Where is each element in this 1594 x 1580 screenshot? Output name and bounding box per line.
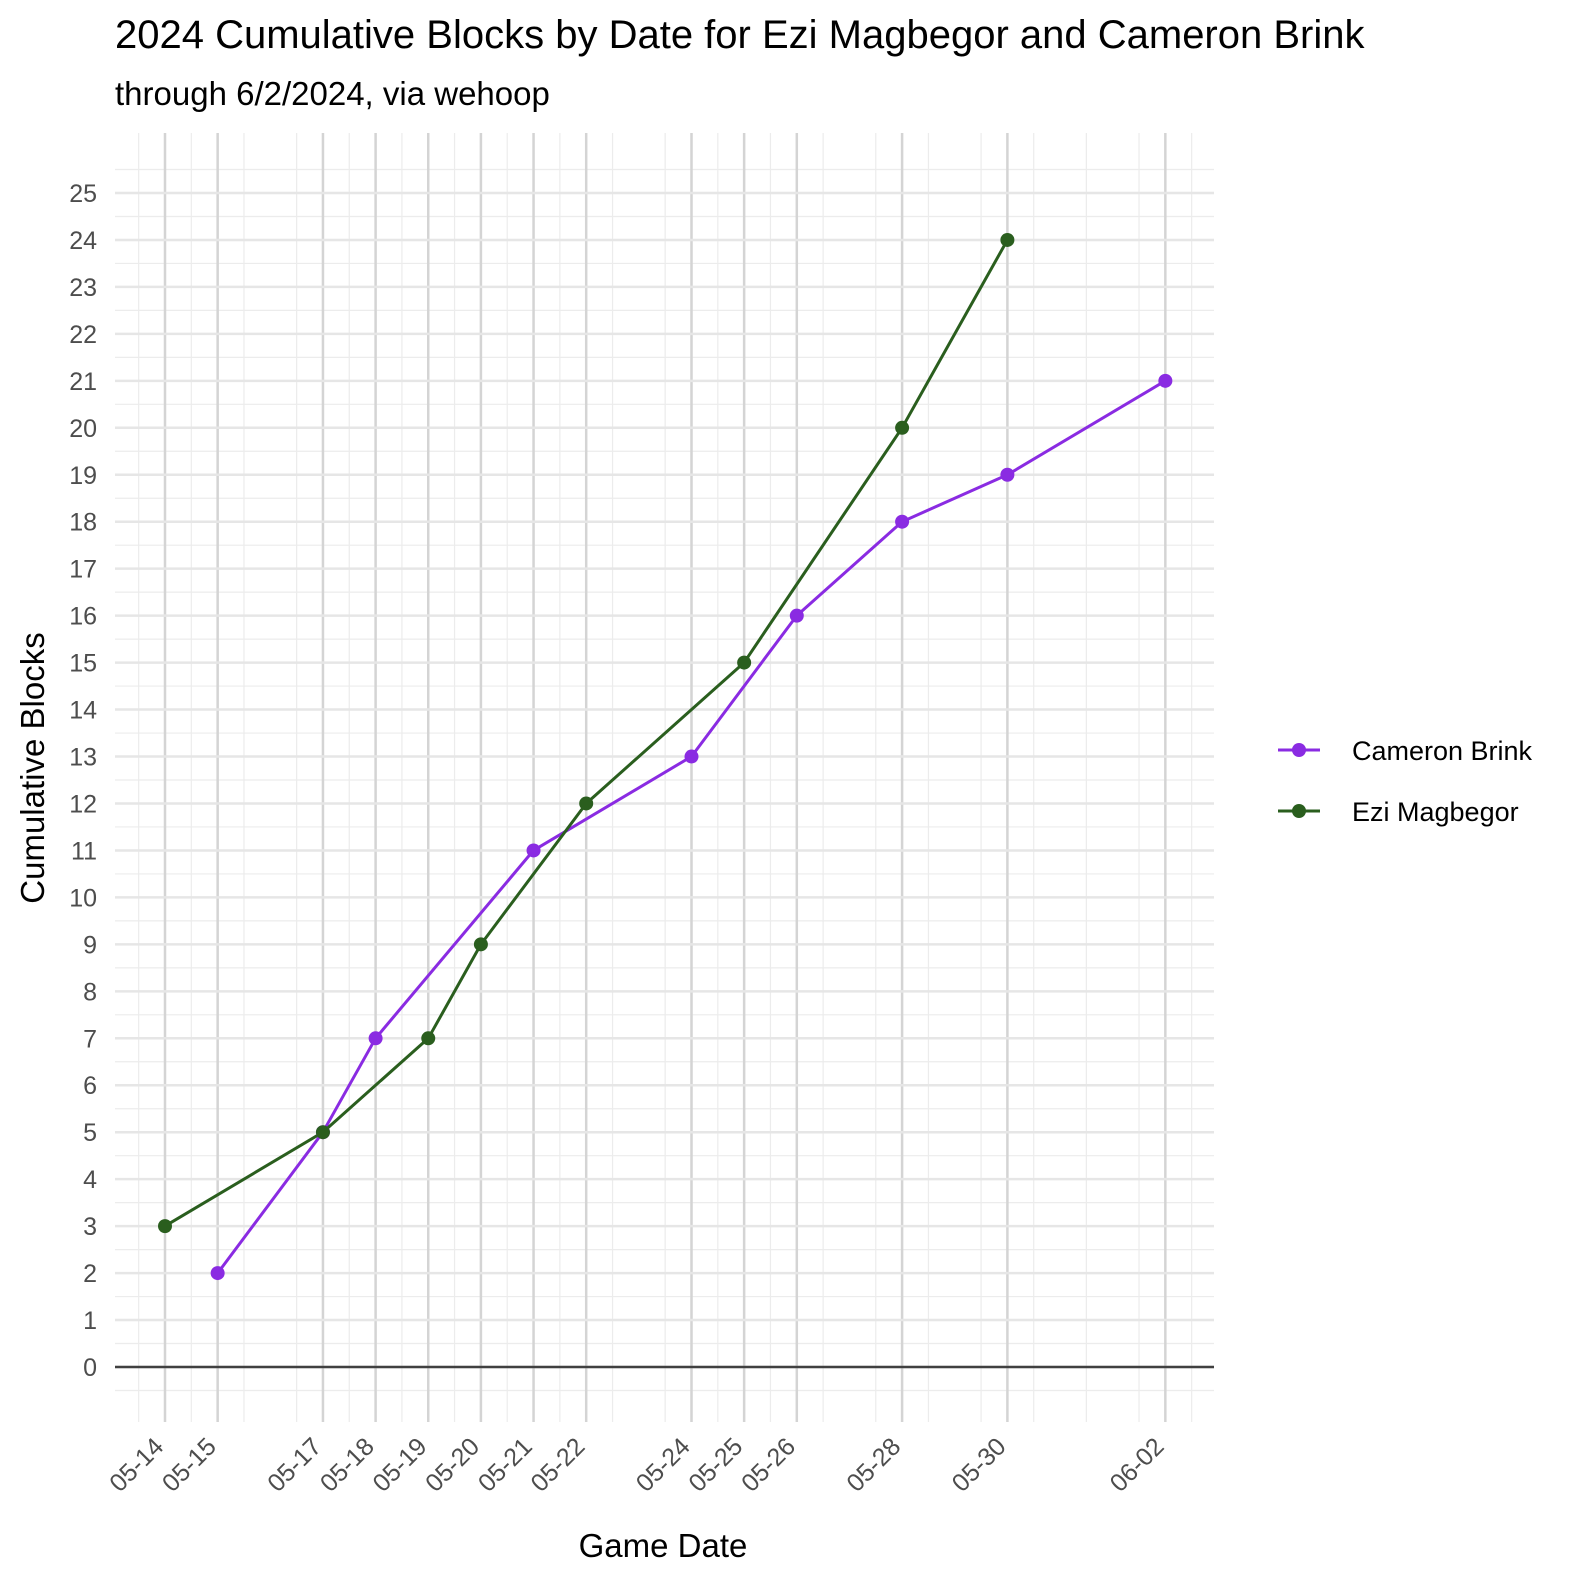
- y-tick-label: 7: [83, 1025, 97, 1053]
- y-tick-label: 23: [69, 274, 97, 302]
- y-axis-ticks: 0123456789101112131415161718192021222324…: [69, 180, 97, 1382]
- x-tick-label: 05-20: [420, 1432, 485, 1497]
- y-tick-label: 10: [69, 884, 97, 912]
- y-tick-label: 11: [71, 837, 97, 865]
- x-tick-label: 06-02: [1105, 1432, 1170, 1497]
- x-tick-label: 05-21: [473, 1432, 538, 1497]
- x-tick-label: 05-19: [367, 1432, 432, 1497]
- y-tick-label: 13: [69, 744, 97, 772]
- y-axis-title: Cumulative Blocks: [14, 632, 51, 903]
- y-tick-label: 9: [83, 931, 97, 959]
- y-tick-label: 5: [83, 1119, 97, 1147]
- grid: [115, 133, 1214, 1422]
- chart-subtitle: through 6/2/2024, via wehoop: [115, 75, 550, 112]
- data-point-cameron-brink: [526, 843, 541, 858]
- y-tick-label: 18: [69, 509, 97, 537]
- x-tick-label: 05-14: [104, 1432, 169, 1497]
- x-tick-label: 05-18: [315, 1432, 380, 1497]
- data-point-cameron-brink: [1158, 373, 1173, 388]
- data-point-ezi-magbegor: [579, 796, 594, 811]
- y-tick-label: 8: [83, 978, 97, 1006]
- data-point-ezi-magbegor: [737, 655, 752, 670]
- y-tick-label: 1: [83, 1307, 97, 1335]
- y-tick-label: 19: [69, 462, 97, 490]
- series-line-ezi-magbegor: [164, 239, 1009, 1228]
- series-layer: [158, 232, 1173, 1281]
- x-tick-label: 05-26: [736, 1432, 801, 1497]
- data-point-ezi-magbegor: [895, 420, 910, 435]
- y-tick-label: 25: [69, 180, 97, 208]
- y-tick-label: 17: [69, 556, 97, 584]
- data-point-ezi-magbegor: [1000, 232, 1015, 247]
- legend-label-ezi-magbegor: Ezi Magbegor: [1352, 797, 1519, 827]
- legend-label-cameron-brink: Cameron Brink: [1352, 736, 1533, 766]
- data-point-ezi-magbegor: [158, 1219, 172, 1234]
- y-tick-label: 24: [69, 227, 97, 255]
- x-tick-label: 05-25: [683, 1432, 748, 1497]
- y-tick-label: 22: [69, 321, 97, 349]
- chart-title: 2024 Cumulative Blocks by Date for Ezi M…: [115, 13, 1365, 57]
- x-tick-label: 05-17: [262, 1432, 327, 1497]
- y-tick-label: 4: [83, 1166, 97, 1194]
- data-point-ezi-magbegor: [421, 1031, 436, 1046]
- data-point-cameron-brink: [1000, 467, 1015, 482]
- data-point-cameron-brink: [684, 749, 699, 764]
- legend: Cameron Brink Ezi Magbegor: [1278, 736, 1533, 827]
- x-tick-label: 05-28: [841, 1432, 906, 1497]
- y-tick-label: 20: [69, 415, 97, 443]
- data-point-cameron-brink: [895, 514, 910, 529]
- x-tick-label: 05-22: [525, 1432, 590, 1497]
- y-tick-label: 14: [69, 697, 97, 725]
- y-tick-label: 16: [69, 603, 97, 631]
- y-tick-label: 0: [83, 1354, 97, 1382]
- y-tick-label: 15: [69, 650, 97, 678]
- legend-key-point-cameron-brink: [1292, 743, 1306, 757]
- x-tick-label: 05-30: [947, 1432, 1012, 1497]
- x-tick-label: 05-15: [157, 1432, 222, 1497]
- data-point-cameron-brink: [210, 1266, 225, 1281]
- data-point-ezi-magbegor: [473, 937, 488, 952]
- x-axis-title: Game Date: [579, 1527, 748, 1564]
- y-tick-label: 21: [69, 368, 97, 396]
- data-point-cameron-brink: [368, 1031, 383, 1046]
- y-tick-label: 6: [83, 1072, 97, 1100]
- x-tick-label: 05-24: [631, 1432, 696, 1497]
- y-tick-label: 3: [83, 1213, 97, 1241]
- data-point-cameron-brink: [789, 608, 804, 623]
- legend-key-point-ezi-magbegor: [1292, 804, 1306, 818]
- y-tick-label: 2: [83, 1260, 97, 1288]
- y-tick-label: 12: [69, 790, 97, 818]
- data-point-ezi-magbegor: [315, 1125, 330, 1140]
